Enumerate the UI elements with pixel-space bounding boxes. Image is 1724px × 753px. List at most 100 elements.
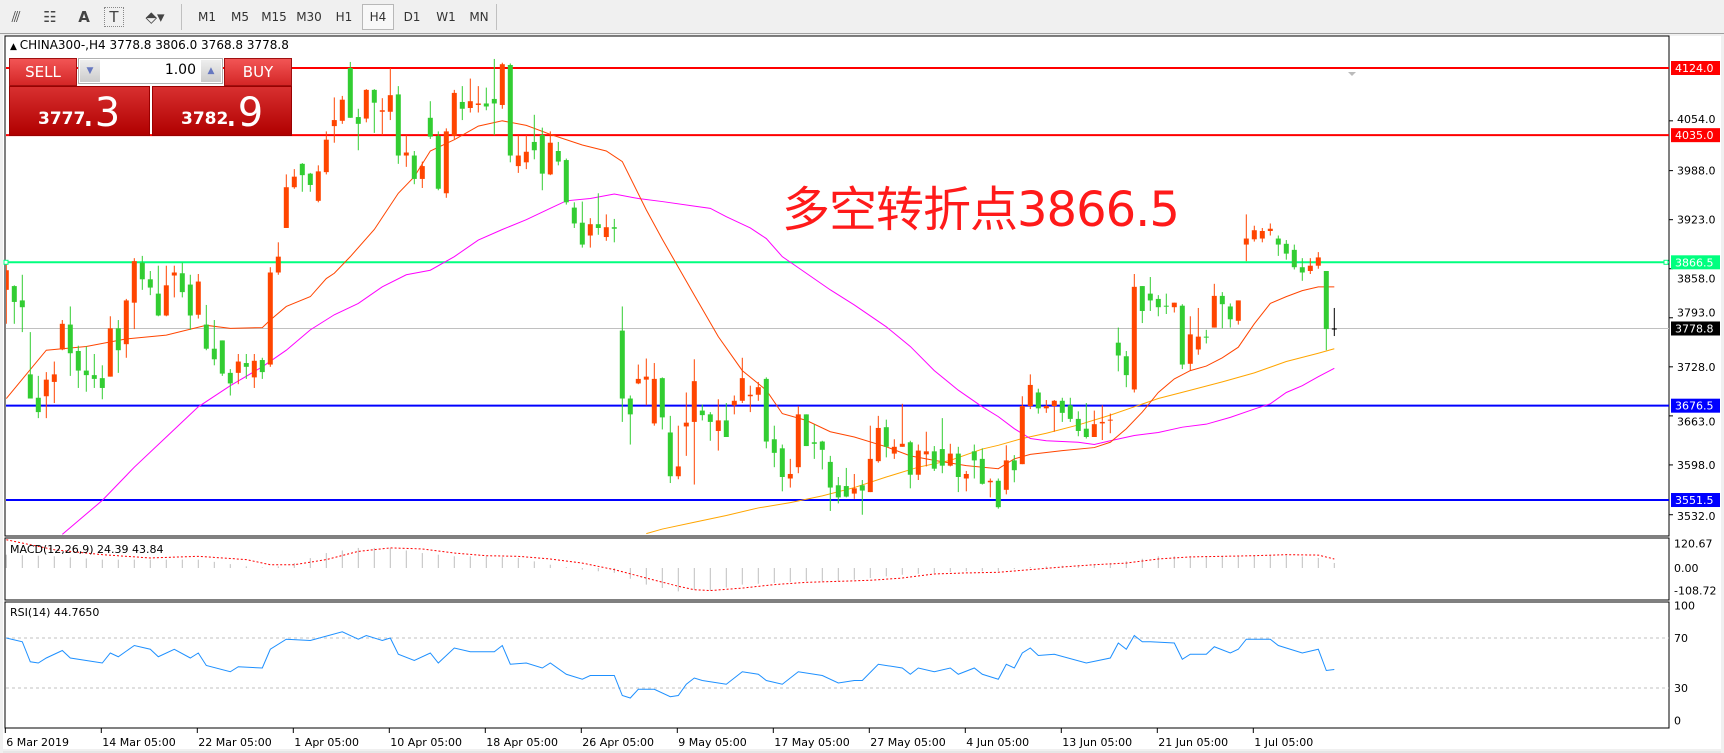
chart-header: ▲ CHINA300-,H4 3778.8 3806.0 3768.8 3778… xyxy=(10,38,289,52)
candle-body xyxy=(251,360,257,378)
candle-body xyxy=(11,286,17,302)
candle-body xyxy=(83,370,89,376)
sell-button[interactable]: SELL xyxy=(9,58,77,86)
timeframe-w1[interactable]: W1 xyxy=(436,10,456,24)
candle-body xyxy=(739,378,745,401)
sell-price-pips: .3 xyxy=(82,90,121,136)
candle-body xyxy=(43,379,49,397)
rsi-tick-label: 100 xyxy=(1674,600,1695,613)
candle-body xyxy=(235,361,241,373)
shift-marker-icon[interactable] xyxy=(1348,72,1356,76)
timeframe-h1[interactable]: H1 xyxy=(335,10,353,24)
pivot-line-handle[interactable] xyxy=(3,259,9,265)
macd-tick-label: -108.72 xyxy=(1674,584,1716,597)
candle-body xyxy=(403,152,409,156)
candle-body xyxy=(659,378,665,418)
timeframe-m5[interactable]: M5 xyxy=(231,10,249,24)
candle-body xyxy=(1147,293,1153,301)
candle-body xyxy=(1067,405,1073,419)
lot-size-value[interactable]: 1.00 xyxy=(164,62,196,78)
text-box-icon[interactable]: T xyxy=(104,7,124,27)
candle-body xyxy=(139,262,145,280)
candle-body xyxy=(995,480,1001,508)
candle-body xyxy=(6,270,9,290)
candle-body xyxy=(707,414,713,422)
buy-price-pips: .9 xyxy=(225,90,264,136)
level-price-label: 4035.0 xyxy=(1675,129,1714,142)
candle-body xyxy=(19,300,25,308)
candle-body xyxy=(1075,418,1081,431)
text-label-icon[interactable]: A xyxy=(78,8,90,26)
candle-body xyxy=(259,360,265,373)
candle-body xyxy=(99,378,105,388)
candle-body xyxy=(587,224,593,236)
candle-body xyxy=(187,284,193,316)
candle-body xyxy=(387,95,393,112)
timeframe-mn[interactable]: MN xyxy=(469,10,489,24)
candle-body xyxy=(1283,243,1289,254)
candle-body xyxy=(755,387,761,395)
buy-button[interactable]: BUY xyxy=(224,58,292,86)
rsi-line xyxy=(6,631,1335,699)
candle-body xyxy=(123,300,129,345)
candle-body xyxy=(315,171,321,201)
lot-size-stepper[interactable]: ▼ 1.00 ▲ xyxy=(78,58,223,84)
candle-body xyxy=(1035,392,1041,409)
candle-body xyxy=(211,348,217,360)
price-tick-label: 3793.0 xyxy=(1677,306,1716,319)
candle-body xyxy=(131,261,137,303)
candle-body xyxy=(1091,424,1097,437)
arrows-icon[interactable]: ⬘▾ xyxy=(145,8,165,26)
candle-body xyxy=(1171,302,1177,308)
candle-body xyxy=(1299,267,1305,273)
candle-body xyxy=(203,324,209,349)
pivot-line-handle[interactable] xyxy=(1663,259,1669,265)
candle-body xyxy=(51,374,57,382)
candle-body xyxy=(939,449,945,466)
rsi-tick-label: 70 xyxy=(1674,632,1688,645)
candle-body xyxy=(59,323,65,350)
candle-body xyxy=(75,350,81,371)
decrease-lot-icon[interactable]: ▼ xyxy=(80,60,100,82)
increase-lot-icon[interactable]: ▲ xyxy=(201,60,221,82)
periods-separator-icon[interactable]: ☷ xyxy=(43,8,57,26)
candle-body xyxy=(171,272,177,276)
candle-body xyxy=(795,414,801,468)
candle-body xyxy=(299,163,305,176)
macd-panel-border xyxy=(4,537,1670,601)
timeframe-m15[interactable]: M15 xyxy=(261,10,287,24)
candle-body xyxy=(163,285,169,316)
rsi-tick-label: 30 xyxy=(1674,682,1688,695)
chart-window[interactable]: 4054.0 3988.0 3923.0 3858.0 3793.0 3728.0 3663… xyxy=(0,34,1724,753)
rsi-panel-border xyxy=(4,601,1670,729)
candle-body xyxy=(195,281,201,315)
timeframe-m30[interactable]: M30 xyxy=(296,10,322,24)
buy-price[interactable]: 3782 .9 xyxy=(152,86,292,136)
level-price-label-bg xyxy=(1671,398,1720,413)
candle-body xyxy=(435,135,441,189)
candle-body xyxy=(611,227,617,229)
price-tick-label: 3598.0 xyxy=(1677,459,1716,472)
candle-body xyxy=(763,378,769,442)
sell-price[interactable]: 3777 .3 xyxy=(9,86,150,136)
chart-background xyxy=(3,36,1721,749)
candle-body xyxy=(35,397,41,413)
candle-body xyxy=(963,473,969,479)
collapse-triangle-icon[interactable]: ▲ xyxy=(10,42,20,52)
date-tick-label: 1 Jul 05:00 xyxy=(1254,736,1313,749)
timeframe-d1[interactable]: D1 xyxy=(403,10,421,24)
date-tick-label: 9 May 05:00 xyxy=(678,736,746,749)
candle-body xyxy=(483,103,489,107)
timeframe-m1[interactable]: M1 xyxy=(198,10,216,24)
candle-body xyxy=(155,293,161,316)
candle-body xyxy=(1323,270,1329,330)
candle-body xyxy=(1139,286,1145,311)
candle-body xyxy=(115,328,121,351)
indicators-icon[interactable]: ⫻ xyxy=(11,8,21,26)
candle-body xyxy=(1019,406,1025,465)
candle-body xyxy=(1219,295,1225,305)
timeframe-h4[interactable]: H4 xyxy=(362,4,394,30)
level-price-label: 4124.0 xyxy=(1675,62,1714,75)
candle-body xyxy=(1275,238,1281,245)
candle-body xyxy=(499,64,505,105)
